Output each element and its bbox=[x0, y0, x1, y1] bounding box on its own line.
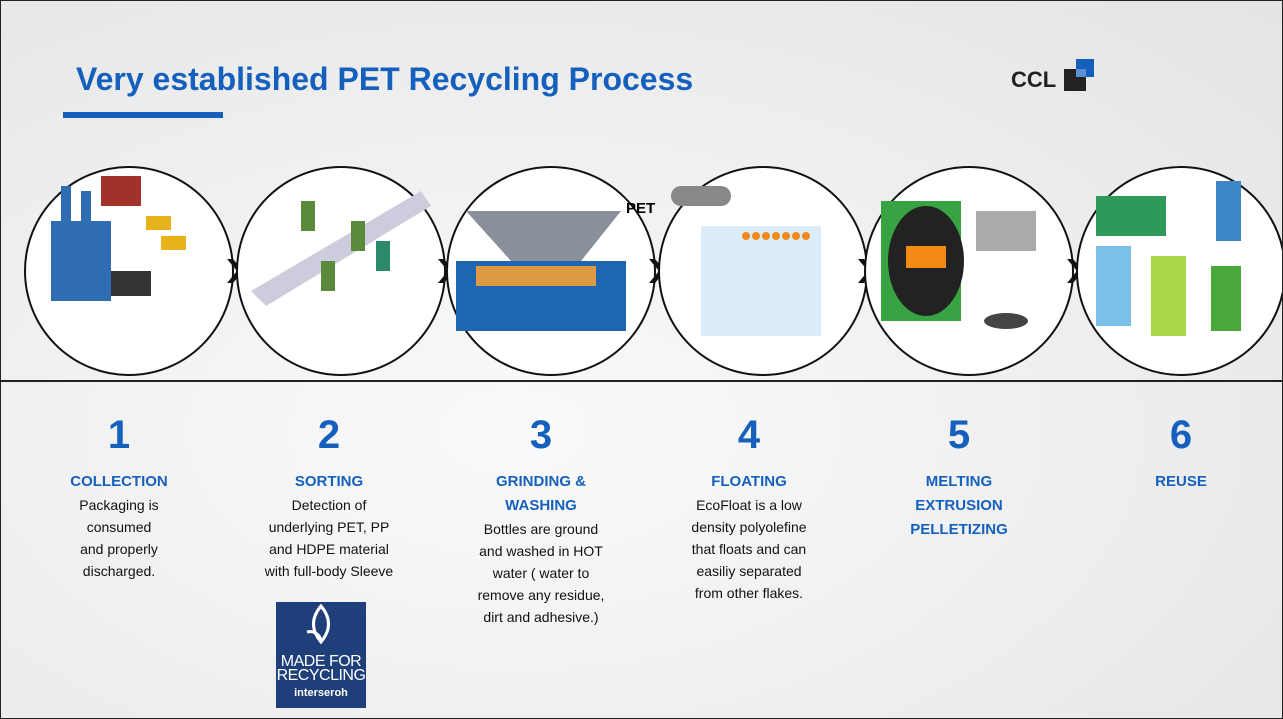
illustration bbox=[376, 241, 390, 271]
step-title-line: FLOATING bbox=[649, 470, 849, 494]
image-label: PET bbox=[626, 200, 655, 217]
illustration bbox=[146, 216, 171, 230]
illustration bbox=[351, 221, 365, 251]
step-title-line: EXTRUSION bbox=[859, 494, 1059, 518]
illustration bbox=[1096, 196, 1166, 236]
illustration bbox=[976, 211, 1036, 251]
step-text-line: from other flakes. bbox=[649, 582, 849, 604]
badge-icon bbox=[301, 602, 341, 650]
step-text-line: water ( water to bbox=[441, 562, 641, 584]
step-title-line: PELLETIZING bbox=[859, 518, 1059, 542]
illustration bbox=[1216, 181, 1241, 241]
illustration bbox=[101, 176, 141, 206]
step-text-line: EcoFloat is a low bbox=[649, 494, 849, 516]
illustration bbox=[762, 232, 770, 240]
step-title-line: MELTING bbox=[859, 470, 1059, 494]
illustration bbox=[81, 191, 91, 226]
step-title: GRINDING &WASHING bbox=[441, 470, 641, 518]
illustration bbox=[772, 232, 780, 240]
slide: Very established PET Recycling Process C… bbox=[0, 0, 1283, 719]
badge-line: RECYCLING bbox=[276, 669, 366, 683]
step-title-line: SORTING bbox=[229, 470, 429, 494]
step-text-line: remove any residue, bbox=[441, 584, 641, 606]
process-images bbox=[1, 1, 1282, 381]
illustration bbox=[321, 261, 335, 291]
illustration bbox=[742, 232, 750, 240]
step-text-line: Detection of bbox=[229, 494, 429, 516]
step-text-line: consumed bbox=[19, 516, 219, 538]
step-title-line: WASHING bbox=[441, 494, 641, 518]
step-number: 1 bbox=[19, 413, 219, 458]
step-text-line: easiliy separated bbox=[649, 560, 849, 582]
step-text-line: discharged. bbox=[19, 560, 219, 582]
illustration bbox=[61, 186, 71, 226]
illustration bbox=[792, 232, 800, 240]
step-title-line: GRINDING & bbox=[441, 470, 641, 494]
step-title-line: COLLECTION bbox=[19, 470, 219, 494]
illustration bbox=[51, 221, 111, 301]
illustration bbox=[802, 232, 810, 240]
step-text-line: Packaging is bbox=[19, 494, 219, 516]
illustration bbox=[906, 246, 946, 268]
step-title-line: REUSE bbox=[1081, 470, 1281, 494]
step-text-line: that floats and can bbox=[649, 538, 849, 560]
illustration bbox=[1151, 256, 1186, 336]
illustration bbox=[161, 236, 186, 250]
step-text-line: and properly bbox=[19, 538, 219, 560]
step-title: COLLECTION bbox=[19, 470, 219, 494]
illustration bbox=[671, 186, 731, 206]
illustration bbox=[301, 201, 315, 231]
illustration bbox=[1211, 266, 1241, 331]
step-number: 2 bbox=[229, 413, 429, 458]
illustration bbox=[1096, 246, 1131, 326]
step-text-line: and washed in HOT bbox=[441, 540, 641, 562]
illustration bbox=[701, 226, 821, 336]
illustration bbox=[984, 313, 1028, 329]
step-number: 6 bbox=[1081, 413, 1281, 458]
illustration bbox=[111, 271, 151, 296]
step-number: 5 bbox=[859, 413, 1059, 458]
step-text-line: density polyolefine bbox=[649, 516, 849, 538]
illustration bbox=[476, 266, 596, 286]
divider bbox=[1, 380, 1282, 382]
step-text-line: dirt and adhesive.) bbox=[441, 606, 641, 628]
step-text-line: and HDPE material bbox=[229, 538, 429, 560]
step-title: SORTING bbox=[229, 470, 429, 494]
step-text-line: Bottles are ground bbox=[441, 518, 641, 540]
step-title: REUSE bbox=[1081, 470, 1281, 494]
illustration bbox=[752, 232, 760, 240]
step-text-line: with full-body Sleeve bbox=[229, 560, 429, 582]
step-number: 4 bbox=[649, 413, 849, 458]
step-number: 3 bbox=[441, 413, 641, 458]
illustration bbox=[782, 232, 790, 240]
step-text-line: underlying PET, PP bbox=[229, 516, 429, 538]
badge-brand: interseroh bbox=[276, 687, 366, 699]
step-title: FLOATING bbox=[649, 470, 849, 494]
